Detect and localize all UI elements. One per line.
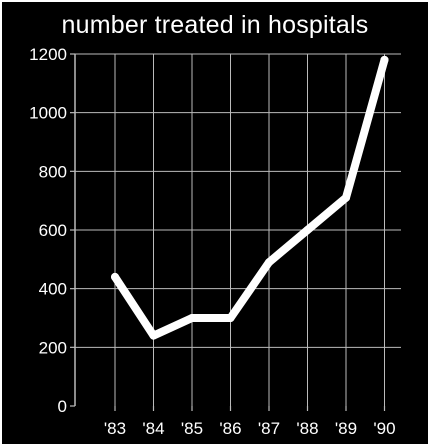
data-point [111, 272, 119, 281]
series-line [111, 55, 389, 340]
data-point [149, 331, 158, 340]
line-chart: 0 200 400 600 800 1000 1200 '83 '84 '85 '86 '87 '88 '… [29, 45, 401, 438]
x-tick-label: '86 [219, 419, 241, 438]
x-tick-label: '87 [258, 419, 280, 438]
axis-layer [70, 53, 386, 411]
y-tick-label: 1000 [29, 104, 67, 123]
x-tick-label: '85 [181, 419, 203, 438]
y-tick-label: 0 [58, 397, 67, 416]
y-tick-label: 800 [39, 162, 67, 181]
x-tick-label: '89 [335, 419, 357, 438]
data-point [380, 55, 389, 64]
data-point [188, 314, 196, 322]
y-tick-label: 1200 [29, 45, 67, 64]
tick-label-layer: 0 200 400 600 800 1000 1200 '83 '84 '85 '86 '87 '88 '… [29, 45, 395, 438]
y-tick-label: 400 [39, 280, 67, 299]
data-point [303, 226, 312, 234]
x-tick-label: '83 [104, 419, 126, 438]
y-tick-label: 600 [39, 221, 67, 240]
chart-title: number treated in hospitals [61, 11, 369, 39]
x-tick-label: '88 [296, 419, 318, 438]
data-point [226, 314, 235, 322]
series-layer [111, 55, 389, 340]
data-point [265, 258, 273, 267]
y-tick-label: 200 [39, 338, 67, 357]
x-tick-label: '84 [142, 419, 164, 438]
grid-layer [75, 53, 401, 406]
x-tick-label: '90 [373, 419, 395, 438]
data-point [342, 193, 350, 202]
